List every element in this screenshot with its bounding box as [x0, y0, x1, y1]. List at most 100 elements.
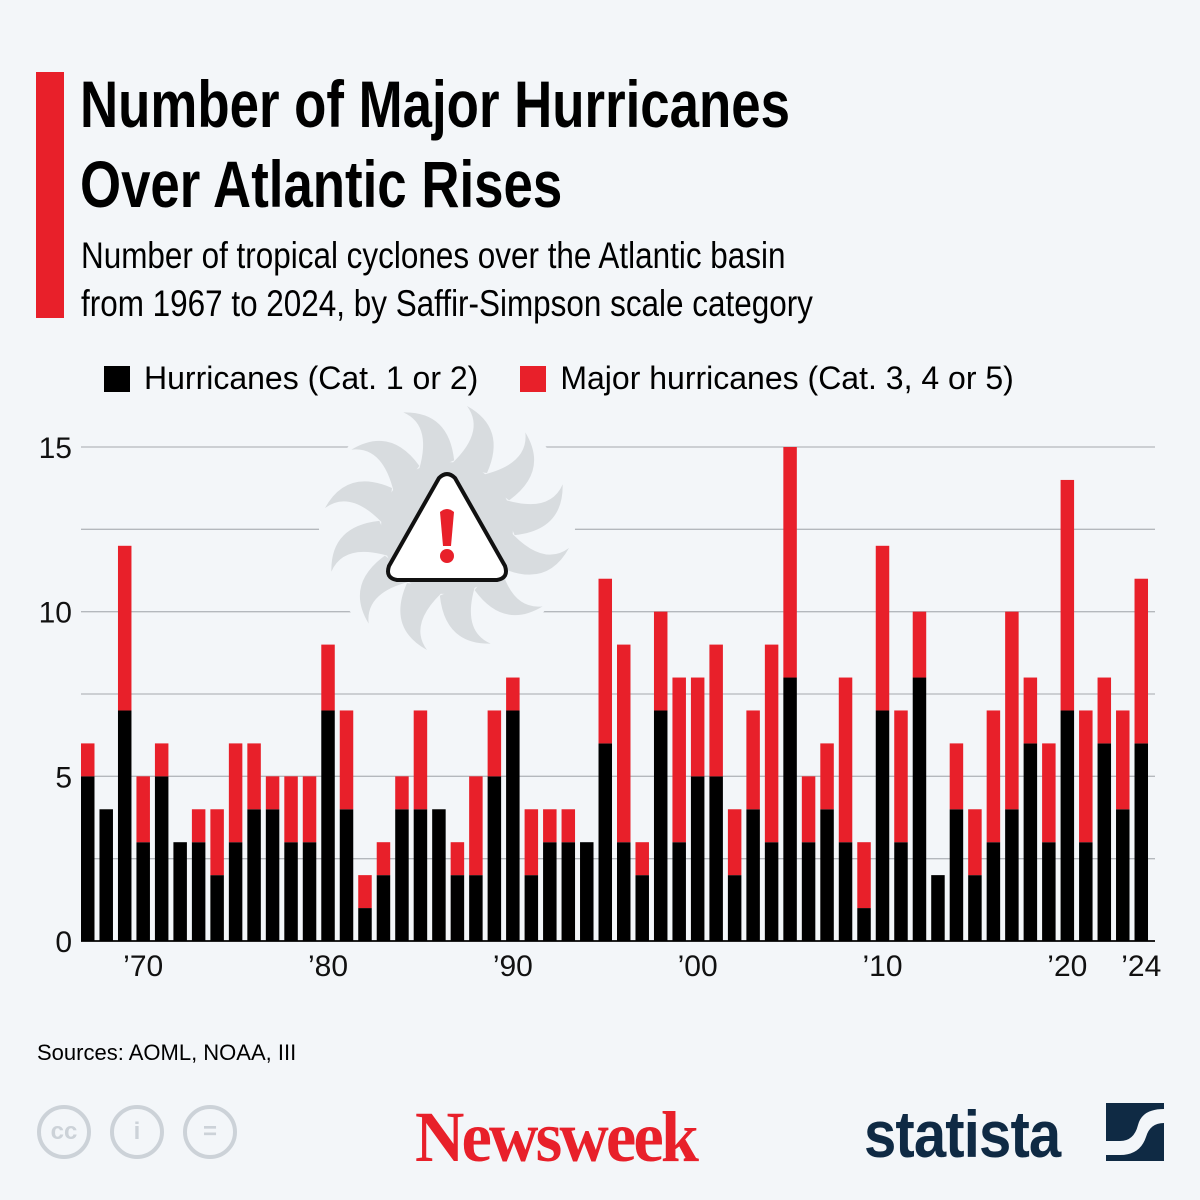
bar-major-2006 — [801, 776, 816, 843]
bar-major-1995 — [598, 578, 613, 744]
bar-major-1987 — [450, 842, 465, 876]
swirl-arm — [403, 412, 455, 477]
bar-chart: 0 5 10 15 ’70 ’80 ’90 ’00 ’10 ’20 ’24 — [38, 406, 1162, 983]
bar-major-2018 — [1023, 677, 1038, 744]
legend-swatch-major — [520, 365, 547, 392]
bar-hurricanes-2018 — [1023, 743, 1038, 941]
bar-hurricanes-1994 — [580, 842, 594, 941]
bar-hurricanes-1968 — [99, 809, 113, 941]
bar-major-2010 — [875, 545, 890, 711]
bar-hurricanes-2017 — [1005, 809, 1019, 941]
bar-major-1969 — [117, 545, 132, 711]
bar-hurricanes-1970 — [136, 842, 150, 941]
bar-hurricanes-1978 — [284, 842, 298, 941]
bar-hurricanes-1973 — [191, 842, 206, 941]
bar-major-2012 — [912, 611, 927, 678]
bar-major-1992 — [543, 809, 557, 843]
bar-major-1996 — [617, 644, 631, 843]
bar-major-1993 — [561, 809, 576, 843]
bar-major-2020 — [1060, 479, 1075, 711]
bar-hurricanes-1983 — [376, 875, 391, 941]
bar-hurricanes-2021 — [1079, 842, 1093, 941]
bar-major-1971 — [154, 743, 169, 777]
bar-hurricanes-2015 — [968, 875, 982, 941]
title-accent-bar — [36, 72, 64, 318]
bar-major-1973 — [191, 809, 206, 843]
x-axis: ’70 ’80 ’90 ’00 ’10 ’20 ’24 — [123, 950, 1161, 983]
bar-major-1967 — [81, 743, 95, 777]
x-tick-label: ’90 — [493, 950, 533, 983]
bar-hurricanes-1981 — [339, 809, 354, 941]
bar-hurricanes-1999 — [672, 842, 686, 941]
bar-major-1984 — [395, 776, 409, 810]
bar-major-1990 — [506, 677, 520, 711]
bar-hurricanes-1977 — [265, 809, 280, 941]
bar-hurricanes-2000 — [690, 776, 705, 941]
bar-major-1979 — [302, 776, 317, 843]
bar-hurricanes-2022 — [1097, 743, 1112, 941]
bar-major-2007 — [820, 743, 834, 810]
bar-major-1983 — [376, 842, 391, 876]
swirl-arm — [502, 528, 569, 575]
bar-hurricanes-2002 — [727, 875, 742, 941]
bar-hurricanes-2012 — [912, 677, 927, 941]
legend: Hurricanes (Cat. 1 or 2) Major hurricane… — [104, 360, 1056, 397]
bar-major-1997 — [635, 842, 649, 876]
bar-hurricanes-1986 — [432, 809, 446, 941]
legend-label-major: Major hurricanes (Cat. 3, 4 or 5) — [560, 360, 1014, 396]
x-tick-label: ’20 — [1047, 950, 1087, 983]
legend-label-hurricanes: Hurricanes (Cat. 1 or 2) — [144, 360, 479, 396]
bar-hurricanes-1985 — [413, 809, 428, 941]
statista-logo-mark — [1106, 1103, 1164, 1161]
swirl-arm — [331, 520, 396, 572]
bar-major-1980 — [321, 644, 335, 711]
subtitle-line-1: Number of tropical cyclones over the Atl… — [81, 235, 786, 276]
bar-hurricanes-2020 — [1060, 710, 1075, 941]
bar-hurricanes-1972 — [173, 842, 187, 941]
bar-hurricanes-1988 — [469, 875, 483, 941]
bar-hurricanes-2003 — [746, 809, 760, 941]
bar-hurricanes-2005 — [783, 677, 797, 941]
y-tick-label: 10 — [39, 597, 72, 630]
bar-hurricanes-2014 — [949, 809, 964, 941]
bar-hurricanes-1987 — [450, 875, 465, 941]
bar-major-2016 — [986, 710, 1001, 843]
legend-swatch-hurricanes — [104, 365, 130, 392]
bar-hurricanes-1967 — [81, 776, 95, 941]
bar-major-2019 — [1042, 743, 1056, 843]
no-derivatives-icon: = — [183, 1105, 237, 1159]
y-tick-label: 5 — [55, 761, 72, 794]
bar-hurricanes-2019 — [1042, 842, 1056, 941]
bar-major-2023 — [1116, 710, 1130, 810]
chart-subtitle: Number of tropical cyclones over the Atl… — [81, 232, 813, 328]
bar-major-1981 — [339, 710, 354, 810]
swirl-arm — [447, 406, 494, 473]
bar-major-2004 — [764, 644, 779, 843]
bar-hurricanes-2008 — [838, 842, 853, 941]
bar-hurricanes-1980 — [321, 710, 335, 941]
subtitle-line-2: from 1967 to 2024, by Saffir-Simpson sca… — [81, 283, 813, 324]
creative-commons-icon: cc — [37, 1105, 91, 1159]
bar-hurricanes-2016 — [986, 842, 1001, 941]
bar-hurricanes-2024 — [1134, 743, 1149, 941]
bar-hurricanes-1971 — [154, 776, 169, 941]
x-tick-label: ’10 — [862, 950, 902, 983]
bar-hurricanes-1969 — [117, 710, 132, 941]
bar-major-2011 — [894, 710, 908, 843]
x-tick-label: ’70 — [123, 950, 163, 983]
bar-hurricanes-2013 — [931, 875, 945, 941]
bar-major-1991 — [524, 809, 539, 876]
x-tick-label: ’80 — [308, 950, 348, 983]
swirl-arm — [400, 583, 447, 650]
bar-hurricanes-1993 — [561, 842, 576, 941]
x-tick-label: ’24 — [1121, 950, 1161, 983]
bar-major-1974 — [210, 809, 224, 876]
bar-major-1998 — [653, 611, 668, 711]
bar-hurricanes-2006 — [801, 842, 816, 941]
title-line-1: Number of Major Hurricanes — [80, 67, 791, 141]
newsweek-logo: Newsweek — [415, 1097, 699, 1177]
bar-major-1975 — [228, 743, 243, 843]
bar-hurricanes-1997 — [635, 875, 649, 941]
bar-hurricanes-1989 — [487, 776, 502, 941]
bar-hurricanes-1992 — [543, 842, 557, 941]
